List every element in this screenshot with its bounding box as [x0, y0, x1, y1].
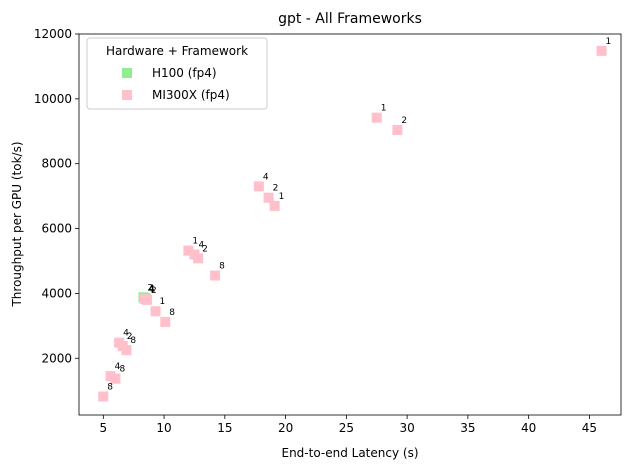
data-point-label: 1: [606, 37, 612, 47]
data-point-label: 8: [119, 365, 125, 375]
y-tick-label: 8000: [41, 157, 72, 171]
data-point: [371, 112, 382, 123]
legend-label: H100 (fp4): [152, 66, 217, 80]
data-point: [596, 45, 607, 56]
y-tick-label: 2000: [41, 351, 72, 365]
y-tick-label: 12000: [34, 27, 72, 41]
legend-label: MI300X (fp4): [152, 88, 230, 102]
y-tick-label: 6000: [41, 222, 72, 236]
data-point-label: 2: [202, 244, 208, 254]
legend-marker: [122, 68, 132, 78]
data-point: [269, 200, 280, 211]
data-point-label: 2: [127, 332, 133, 342]
data-point-label: 4: [149, 285, 155, 295]
data-point-label: 8: [107, 383, 113, 393]
data-point-label: 2: [147, 283, 153, 293]
x-tick-label: 10: [156, 421, 171, 435]
y-axis: 2000 4000 6000 8000 10000 12000: [34, 27, 79, 365]
data-point: [210, 270, 221, 281]
y-tick-label: 10000: [34, 92, 72, 106]
y-tick-label: 4000: [41, 286, 72, 300]
x-tick-label: 45: [582, 421, 597, 435]
data-point: [183, 245, 194, 256]
data-point: [193, 253, 204, 264]
data-point-label: 1: [279, 192, 285, 202]
data-point-label: 4: [123, 329, 129, 339]
data-point-label: 8: [219, 262, 225, 272]
data-point-label: 8: [130, 336, 136, 346]
data-point-label: 1: [381, 104, 387, 114]
x-tick-label: 15: [217, 421, 232, 435]
data-point-label: 1: [150, 285, 156, 295]
legend: Hardware + Framework H100 (fp4) MI300X (f…: [86, 37, 268, 110]
x-tick-label: 40: [521, 421, 536, 435]
data-point: [121, 345, 132, 356]
x-tick-label: 25: [339, 421, 354, 435]
x-axis-label: End-to-end Latency (s): [281, 446, 418, 460]
x-tick-label: 20: [278, 421, 293, 435]
data-point: [150, 306, 161, 317]
data-point: [110, 373, 121, 384]
x-tick-label: 35: [460, 421, 475, 435]
data-point-label: 4: [115, 362, 121, 372]
x-axis: 5 10 15 20 25 30 35 40 45: [99, 415, 597, 435]
data-point-label: 4: [198, 240, 204, 250]
data-point: [263, 192, 274, 203]
data-point: [253, 181, 264, 192]
legend-marker: [122, 90, 132, 100]
data-point-label: 8: [169, 308, 175, 318]
data-point: [98, 391, 109, 402]
data-point-label: 2: [273, 184, 279, 194]
plot-frame: [78, 33, 622, 416]
data-point: [160, 316, 171, 327]
data-point-label: 2: [401, 116, 407, 126]
plot-area: [78, 33, 622, 416]
legend-entries: H100 (fp4) MI300X (fp4): [122, 66, 230, 102]
data-point-label: 2: [151, 286, 157, 296]
chart-title: gpt - All Frameworks: [278, 11, 422, 27]
data-point: [142, 294, 153, 305]
x-tick-label: 30: [399, 421, 414, 435]
legend-title: Hardware + Framework: [106, 44, 248, 58]
data-point-label: 1: [160, 297, 166, 307]
data-point-label: 4: [149, 284, 155, 294]
data-point-label: 1: [192, 237, 198, 247]
x-tick-label: 5: [99, 421, 107, 435]
y-axis-label: Throughput per GPU (tok/s): [10, 141, 24, 307]
data-point: [392, 124, 403, 135]
data-point-label: 4: [263, 172, 269, 182]
